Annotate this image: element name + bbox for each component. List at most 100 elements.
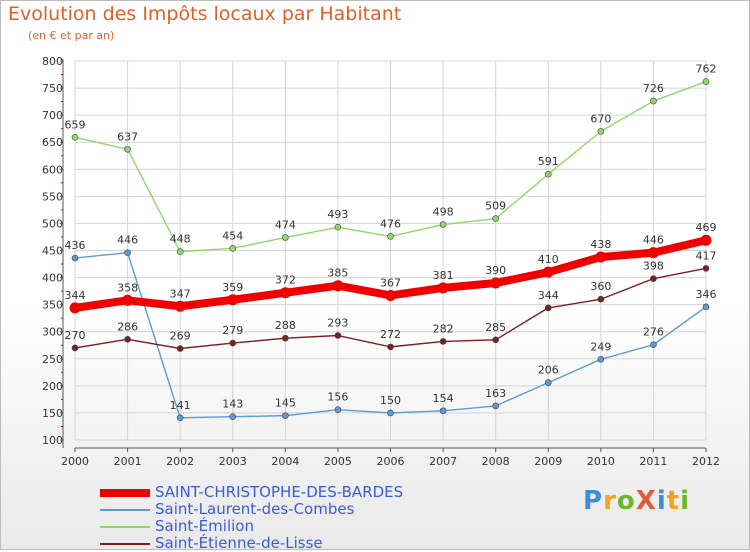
data-label: 454: [222, 229, 243, 242]
data-label: 417: [696, 249, 717, 262]
x-tick-label: 2011: [639, 455, 667, 468]
data-point: [334, 406, 342, 413]
data-label: 446: [117, 234, 138, 247]
data-label: 276: [643, 326, 664, 339]
data-label: 398: [643, 260, 664, 273]
data-point: [650, 341, 657, 349]
data-label: 288: [275, 319, 296, 332]
data-label: 293: [327, 317, 348, 330]
data-label: 762: [696, 63, 717, 76]
data-label: 469: [696, 221, 717, 234]
x-tick-label: 2010: [587, 455, 615, 468]
x-tick-label: 2001: [114, 455, 142, 468]
logo-letter: i: [656, 486, 667, 516]
x-tick-label: 2004: [271, 455, 299, 468]
legend-label: SAINT-CHRISTOPHE-DES-BARDES: [155, 483, 404, 501]
data-point: [229, 339, 237, 347]
data-label: 286: [117, 320, 138, 333]
data-point: [544, 170, 552, 178]
data-label: 269: [170, 329, 191, 342]
logo-letter: i: [680, 486, 691, 516]
legend-swatch: [100, 525, 150, 528]
y-tick-label: 650: [42, 136, 63, 149]
data-label: 446: [643, 234, 664, 247]
data-point: [334, 332, 342, 339]
data-label: 498: [433, 206, 454, 219]
data-label: 154: [433, 392, 454, 405]
x-tick-label: 2000: [61, 455, 89, 468]
data-label: 272: [380, 328, 401, 341]
data-label: 367: [380, 276, 401, 289]
data-label: 381: [433, 269, 454, 282]
y-tick-label: 750: [42, 82, 63, 95]
x-tick-label: 2005: [324, 455, 352, 468]
data-point: [647, 247, 659, 259]
y-tick-label: 100: [42, 434, 63, 447]
data-point: [544, 304, 552, 312]
y-tick-label: 450: [42, 245, 63, 258]
x-tick-label: 2008: [482, 455, 510, 468]
y-tick-label: 600: [42, 163, 63, 176]
y-tick-label: 700: [42, 109, 63, 122]
logo-letter: r: [603, 486, 617, 516]
y-tick-label: 200: [42, 380, 63, 393]
data-label: 659: [65, 118, 86, 131]
data-point: [229, 245, 237, 252]
x-tick-label: 2003: [219, 455, 247, 468]
data-label: 163: [485, 387, 506, 400]
y-tick-label: 350: [42, 299, 63, 312]
data-label: 282: [433, 322, 454, 335]
data-label: 670: [590, 112, 611, 125]
data-label: 509: [485, 200, 506, 213]
data-point: [492, 215, 499, 222]
data-point: [700, 234, 712, 246]
y-tick-label: 800: [42, 55, 63, 68]
data-label: 279: [222, 324, 243, 337]
data-label: 270: [65, 329, 86, 342]
data-label: 360: [590, 280, 611, 293]
data-point: [174, 300, 186, 312]
data-point: [282, 412, 289, 419]
data-label: 249: [590, 340, 611, 353]
data-label: 346: [696, 288, 717, 301]
data-point: [385, 289, 396, 301]
data-point: [71, 254, 79, 262]
data-point: [490, 277, 502, 289]
data-point: [71, 134, 79, 141]
data-label: 410: [538, 253, 559, 266]
data-label: 150: [380, 394, 401, 407]
x-tick-label: 2012: [692, 455, 720, 468]
data-point: [597, 128, 605, 135]
data-point: [282, 334, 289, 342]
data-point: [597, 295, 605, 303]
data-point: [227, 294, 239, 306]
data-label: 156: [327, 391, 348, 404]
data-label: 448: [170, 233, 191, 246]
y-tick-label: 250: [42, 353, 63, 366]
data-label: 344: [538, 289, 559, 302]
data-label: 372: [275, 274, 296, 287]
y-tick-label: 300: [42, 326, 63, 339]
data-point: [650, 97, 657, 105]
data-point: [279, 287, 291, 299]
data-point: [387, 233, 394, 240]
data-point: [176, 414, 184, 422]
data-point: [122, 294, 134, 306]
data-label: 359: [222, 281, 243, 294]
data-label: 726: [643, 82, 664, 95]
data-point: [650, 275, 657, 282]
data-label: 474: [275, 219, 296, 232]
y-tick-label: 400: [42, 272, 63, 285]
data-point: [387, 343, 394, 351]
legend-swatch: [100, 542, 150, 545]
logo-letter: X: [635, 486, 657, 516]
data-point: [176, 345, 184, 352]
data-point: [542, 266, 554, 278]
data-point: [492, 336, 499, 344]
y-tick-label: 150: [42, 407, 63, 420]
logo-letter: o: [616, 486, 636, 516]
data-point: [229, 413, 237, 421]
data-point: [124, 249, 131, 256]
